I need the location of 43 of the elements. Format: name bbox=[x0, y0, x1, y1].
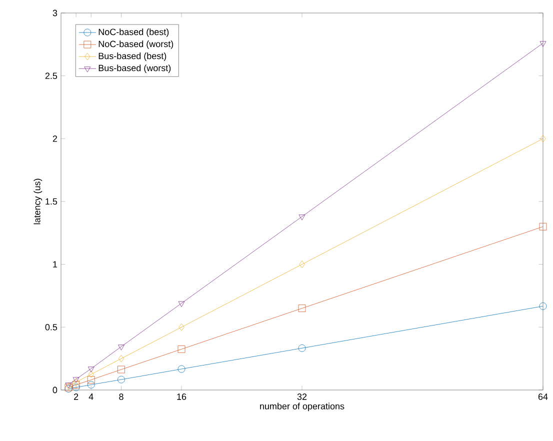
y-tick-label: 1.5 bbox=[46, 198, 58, 205]
point bbox=[540, 134, 546, 142]
point bbox=[72, 384, 80, 392]
point bbox=[540, 41, 546, 47]
x-tick-label: 16 bbox=[177, 394, 186, 400]
point bbox=[87, 376, 95, 384]
x-tick-label: 4 bbox=[88, 394, 94, 400]
y-axis-title: latency (us) bbox=[34, 178, 42, 224]
point bbox=[118, 354, 124, 362]
x-tick-label: 2 bbox=[74, 394, 78, 400]
point bbox=[88, 366, 94, 372]
legend-label: NoC-based (best) bbox=[98, 28, 169, 37]
point bbox=[178, 301, 185, 307]
point bbox=[299, 260, 305, 268]
y-tick-label: 1 bbox=[53, 261, 58, 268]
point bbox=[73, 378, 79, 386]
x-axis-title: number of operations bbox=[260, 402, 344, 412]
point bbox=[298, 304, 306, 312]
point bbox=[87, 381, 95, 388]
x-tick-label: 8 bbox=[119, 394, 124, 400]
point bbox=[72, 381, 80, 389]
point bbox=[298, 344, 306, 352]
x-tick-label: 32 bbox=[297, 394, 307, 400]
point bbox=[118, 366, 125, 374]
x-tick-label: 64 bbox=[538, 394, 548, 400]
point bbox=[88, 370, 94, 378]
y-tick-label: 2.5 bbox=[45, 72, 58, 80]
point bbox=[539, 302, 547, 310]
legend-label: NoC-based (worst) bbox=[98, 40, 174, 49]
y-tick-label: 0 bbox=[52, 386, 58, 394]
point bbox=[178, 323, 184, 331]
point bbox=[118, 344, 124, 350]
point bbox=[539, 222, 547, 230]
legend-label: Bus-based (best) bbox=[98, 52, 166, 61]
point bbox=[72, 377, 80, 383]
point bbox=[298, 214, 306, 220]
point bbox=[178, 345, 186, 353]
legend-label: Bus-based (worst) bbox=[98, 64, 171, 73]
y-tick-label: 2 bbox=[52, 136, 58, 142]
y-tick-label: 3 bbox=[52, 10, 58, 16]
point bbox=[118, 376, 125, 384]
y-tick-label: 0.5 bbox=[45, 324, 58, 330]
point bbox=[178, 365, 186, 373]
